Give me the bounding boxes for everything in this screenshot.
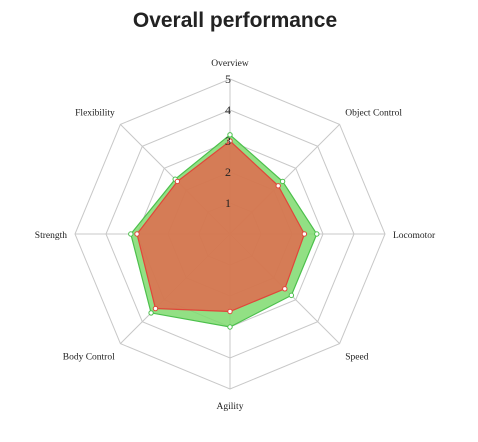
data-point <box>134 231 140 237</box>
data-point <box>301 231 308 237</box>
axis-label: Object Control <box>345 109 402 119</box>
tick-label: 3 <box>225 134 231 148</box>
axis-label: Strength <box>35 231 67 241</box>
axis-labels: Overview Object Control Locomotor Speed Agil… <box>35 59 436 412</box>
axis-label: Flexibility <box>75 109 115 119</box>
data-point <box>227 138 233 144</box>
tick-label: 4 <box>225 103 231 117</box>
axis-label: Locomotor <box>393 231 436 241</box>
radial-tick-labels: 1 2 3 4 5 <box>225 72 231 210</box>
axis-label: Agility <box>217 402 244 412</box>
axis-label: Speed <box>345 352 368 362</box>
data-point <box>275 183 281 189</box>
tick-label: 5 <box>225 72 231 86</box>
data-point <box>152 305 159 312</box>
data-point <box>288 292 295 299</box>
data-point <box>174 178 181 185</box>
radar-series <box>128 132 320 330</box>
data-point <box>314 231 320 237</box>
data-point <box>279 178 286 185</box>
data-point <box>282 286 288 292</box>
tick-label: 2 <box>225 165 231 179</box>
data-point <box>227 132 233 138</box>
tick-label: 1 <box>225 196 231 210</box>
data-point <box>227 324 233 330</box>
data-point <box>128 231 134 237</box>
chart-title: Overall performance <box>132 9 338 32</box>
axis-label: Overview <box>211 59 249 69</box>
data-point <box>148 310 154 316</box>
data-point <box>227 308 233 315</box>
axis-label: Body Control <box>63 352 115 362</box>
